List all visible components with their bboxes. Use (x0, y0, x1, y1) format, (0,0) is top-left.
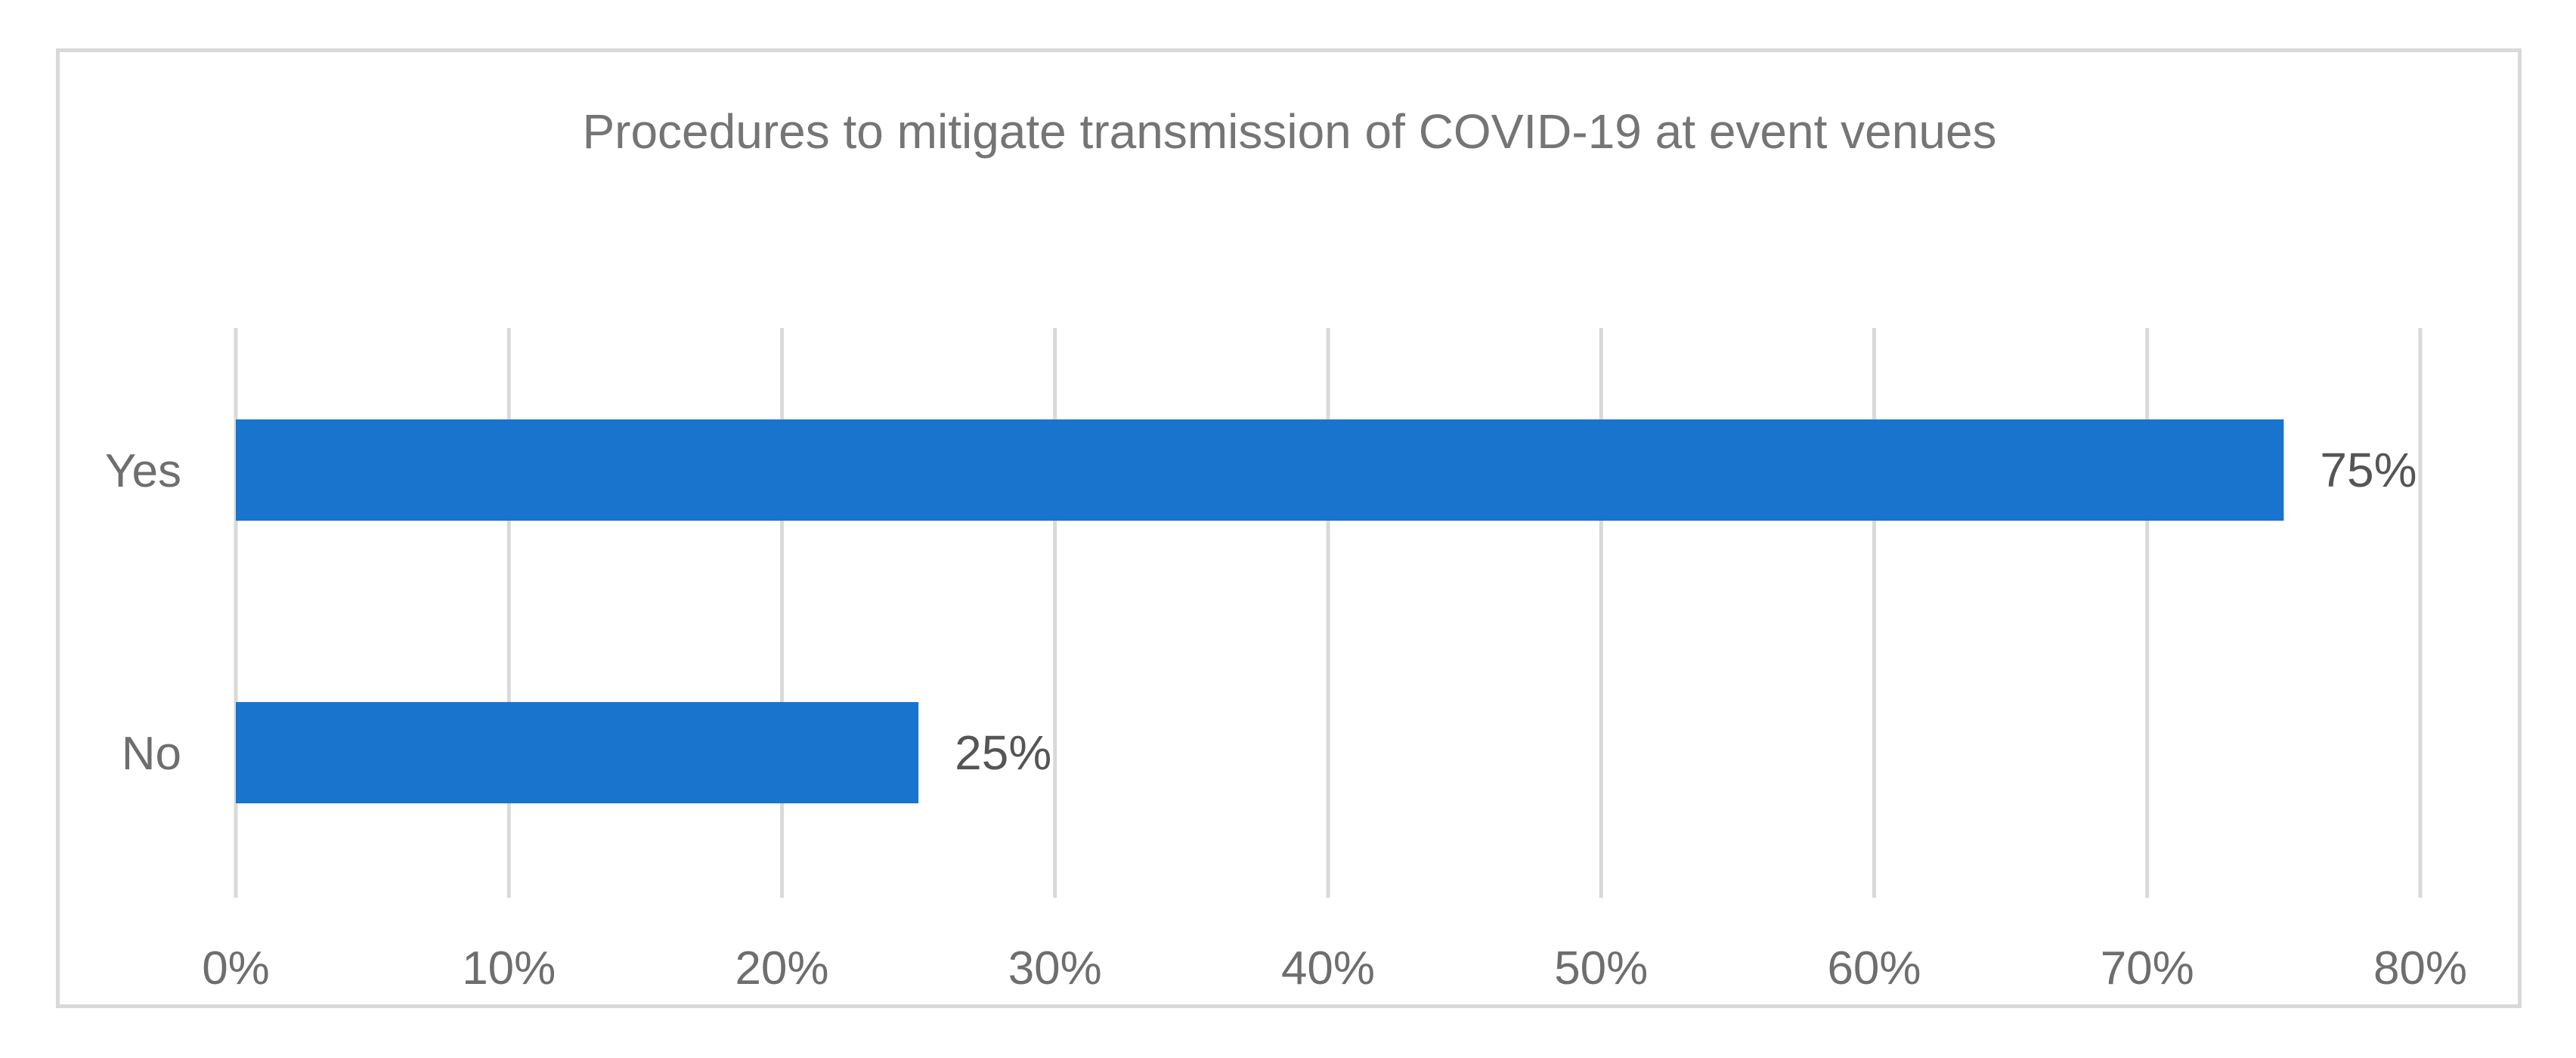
x-tick-label: 60% (1827, 942, 1921, 995)
x-tick-label: 10% (462, 942, 556, 995)
gridlines (234, 328, 2423, 898)
x-tick-label: 40% (1281, 942, 1375, 995)
x-tick-label: 20% (735, 942, 828, 995)
bar-yes (236, 419, 2284, 521)
x-tick-label: 70% (2101, 942, 2194, 995)
chart-title: Procedures to mitigate transmission of C… (582, 104, 1996, 159)
bars (236, 419, 2284, 803)
x-tick-label: 50% (1554, 942, 1648, 995)
x-tick-label: 0% (202, 942, 270, 995)
data-labels: 75% 25% (955, 443, 2417, 780)
category-labels: Yes No (105, 445, 181, 780)
x-tick-label: 30% (1008, 942, 1102, 995)
category-label-yes: Yes (105, 445, 181, 497)
x-tick-label: 80% (2373, 942, 2467, 995)
data-label-no: 25% (955, 725, 1051, 780)
category-label-no: No (122, 728, 181, 780)
data-label-yes: 75% (2320, 443, 2417, 497)
chart-frame (56, 48, 2522, 1008)
x-axis-tick-labels: 0% 10% 20% 30% 40% 50% 60% 70% 80% (202, 942, 2467, 995)
bar-no (236, 702, 919, 803)
